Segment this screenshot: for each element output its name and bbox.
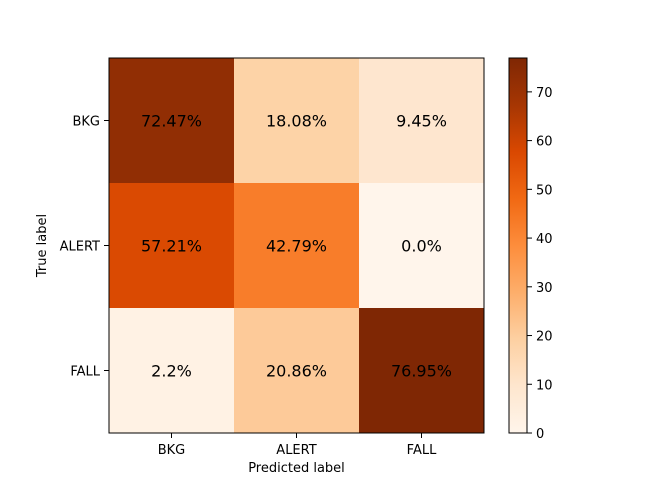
y-axis-ticks: BKG ALERT FALL [60, 115, 109, 380]
cell-value-label: 0.0% [401, 237, 442, 256]
heatmap-cell [234, 183, 359, 308]
heatmap-cell [359, 183, 484, 308]
cell-value-label: 18.08% [266, 112, 327, 131]
colorbar-tick-label: 40 [536, 232, 553, 247]
heatmap-cell [109, 308, 234, 433]
heatmap-cell [234, 58, 359, 183]
colorbar-tick-label: 10 [536, 378, 553, 393]
colorbar-tick-label: 30 [536, 281, 553, 296]
heatmap-cell [359, 58, 484, 183]
colorbar [508, 57, 528, 434]
y-tick-label: BKG [72, 115, 100, 130]
cell-value-label: 42.79% [266, 237, 327, 256]
x-axis-ticks: BKG ALERT FALL [158, 433, 437, 458]
heatmap-cells: 72.47% 18.08% 9.45% 57.21% 42.79% 0.0% 2.2% 20.… [109, 58, 484, 433]
heatmap-cell [234, 308, 359, 433]
colorbar-tick-label: 50 [536, 183, 553, 198]
heatmap-cell [359, 308, 484, 433]
y-axis-title: True label [35, 214, 50, 278]
colorbar-tick-label: 0 [536, 427, 544, 442]
heatmap-cell [109, 58, 234, 183]
heatmap-cell [109, 183, 234, 308]
colorbar-tick-label: 70 [536, 86, 553, 101]
cell-value-label: 2.2% [151, 362, 192, 381]
x-axis-title: Predicted label [248, 461, 345, 476]
cell-value-label: 72.47% [141, 112, 202, 131]
x-tick-label: FALL [407, 443, 437, 458]
cell-value-label: 20.86% [266, 362, 327, 381]
x-tick-label: BKG [158, 443, 186, 458]
colorbar-tick-label: 20 [536, 330, 553, 345]
cell-value-label: 9.45% [396, 112, 447, 131]
colorbar-ticks: 0 10 20 30 40 50 60 70 [527, 86, 553, 442]
cell-value-label: 57.21% [141, 237, 202, 256]
cell-value-label: 76.95% [391, 362, 452, 381]
colorbar-tick-label: 60 [536, 135, 553, 150]
y-tick-label: FALL [70, 365, 100, 380]
y-tick-label: ALERT [60, 240, 100, 255]
x-tick-label: ALERT [276, 443, 316, 458]
